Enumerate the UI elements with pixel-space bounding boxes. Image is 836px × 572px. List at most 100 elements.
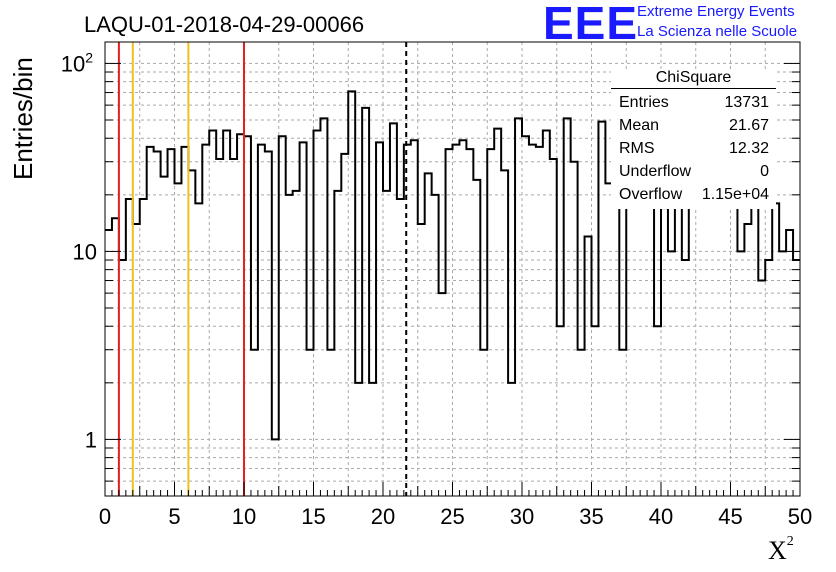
histogram-bin <box>744 224 751 496</box>
histogram-bin <box>473 180 480 496</box>
histogram-bin <box>619 350 626 496</box>
histogram-bin <box>578 350 585 496</box>
histogram-bin <box>598 122 605 496</box>
histogram-bin <box>334 191 341 496</box>
histogram-bin <box>654 326 661 496</box>
histogram-bin <box>682 260 689 496</box>
stats-value: 0 <box>760 163 769 180</box>
histogram-bin <box>501 170 508 496</box>
histogram-bin <box>230 159 237 496</box>
stats-row-rms: RMS 12.32 <box>619 140 769 162</box>
histogram-bin <box>147 147 154 496</box>
histogram-bin <box>293 191 300 496</box>
histogram-bin <box>758 281 765 496</box>
histogram-bin <box>202 145 209 496</box>
histogram-bin <box>647 167 654 496</box>
histogram-bin <box>592 326 599 496</box>
histogram-bin <box>327 350 334 496</box>
histogram-bin <box>216 159 223 496</box>
stats-value: 21.67 <box>728 117 769 134</box>
histogram-bin <box>119 260 126 496</box>
histogram-bin <box>140 199 147 496</box>
histogram-bin <box>737 251 744 496</box>
histogram-bin <box>320 118 327 496</box>
histogram-bin <box>710 162 717 496</box>
histogram-bin <box>765 260 772 496</box>
histogram-bin <box>251 350 258 496</box>
histogram-bin <box>446 149 453 496</box>
histogram-bin <box>779 251 786 496</box>
histogram-bin <box>543 130 550 496</box>
stats-key: RMS <box>619 140 655 157</box>
histogram-bin <box>411 140 418 496</box>
histogram-bin <box>383 191 390 496</box>
stats-row-underflow: Underflow 0 <box>619 163 769 185</box>
histogram-bin <box>772 203 779 496</box>
histogram-bin <box>404 145 411 496</box>
histogram-bin <box>244 136 251 496</box>
histogram-bin <box>432 195 439 496</box>
histogram-bin <box>307 350 314 496</box>
histogram-bin <box>362 108 369 496</box>
histogram-bin <box>605 183 612 496</box>
histogram-bin <box>585 237 592 496</box>
histogram-bin <box>341 154 348 496</box>
stats-row-overflow: Overflow 1.15e+04 <box>619 186 769 208</box>
histogram-bin <box>668 251 675 496</box>
histogram-bin <box>425 173 432 496</box>
histogram-bin <box>459 140 466 496</box>
histogram-bin <box>258 145 265 496</box>
histogram-bin <box>126 199 133 496</box>
histogram-bin <box>515 118 522 496</box>
y-tick-label: 1 <box>85 427 97 452</box>
grid-lines <box>105 42 800 496</box>
x-tick-label: 50 <box>788 504 812 529</box>
histogram-bin <box>195 203 202 496</box>
histogram-bin <box>731 183 738 496</box>
histogram-bin <box>439 293 446 496</box>
histogram-bin <box>397 199 404 496</box>
x-tick-label: 35 <box>579 504 603 529</box>
histogram-bin <box>466 149 473 496</box>
stats-value: 13731 <box>724 94 770 111</box>
histogram-bin <box>793 260 800 496</box>
stats-box: ChiSquare Entries 13731 Mean 21.67 RMS 1… <box>611 69 776 209</box>
histogram-bin <box>188 170 195 496</box>
histogram-bin <box>286 195 293 496</box>
histogram-bin <box>724 183 731 496</box>
histogram-bin <box>181 147 188 496</box>
histogram-bin <box>418 224 425 496</box>
histogram-bin <box>161 177 168 496</box>
histogram-bin <box>508 383 515 496</box>
histogram-bin <box>453 145 460 496</box>
stats-key: Overflow <box>619 186 683 203</box>
stats-row-entries: Entries 13731 <box>619 94 769 116</box>
histogram-bin <box>369 383 376 496</box>
histogram-bin <box>133 224 140 496</box>
histogram-bin <box>355 383 362 496</box>
stats-key: Mean <box>619 117 660 134</box>
histogram-bin <box>536 147 543 496</box>
histogram-bin <box>696 167 703 496</box>
histogram-bin <box>154 151 161 496</box>
histogram-bin <box>390 123 397 496</box>
stats-title: ChiSquare <box>611 69 776 89</box>
stats-row-mean: Mean 21.67 <box>619 117 769 139</box>
histogram-bin <box>168 149 175 496</box>
y-tick-label: 102 <box>61 49 93 76</box>
histogram-bin <box>703 162 710 496</box>
histogram-bin <box>223 130 230 496</box>
histogram-bin <box>272 439 279 496</box>
histogram-bin <box>557 326 564 496</box>
x-axis-label: X2 <box>768 534 794 565</box>
eee-logo: EEE <box>543 0 639 49</box>
axis-ticks: 0 5 10 15 20 25 30 35 40 45 50 1 10 102 <box>61 49 813 529</box>
histogram-bin <box>612 170 619 496</box>
histogram-bin <box>237 134 244 496</box>
histogram-bin <box>376 142 383 496</box>
histogram-bin <box>480 350 487 496</box>
x-tick-label: 5 <box>168 504 180 529</box>
histogram-bin <box>314 130 321 496</box>
x-tick-label: 15 <box>301 504 325 529</box>
